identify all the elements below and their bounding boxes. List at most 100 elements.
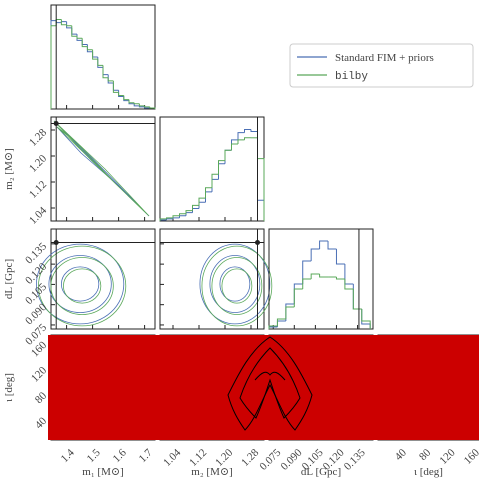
contour	[63, 269, 100, 303]
hist-step	[336, 277, 344, 279]
panel-frame	[269, 229, 373, 329]
hist-step	[294, 284, 302, 304]
hist-step	[67, 22, 72, 28]
hist-step	[119, 92, 124, 95]
hist-step	[251, 129, 258, 131]
x-axis-label: dL [Gpc]	[301, 466, 341, 478]
hist-step	[199, 202, 206, 208]
hist-step	[212, 179, 219, 191]
hist-step	[77, 36, 82, 38]
x-tick-label: 1.6	[111, 446, 130, 465]
page: {"chart_data": { "type": "corner", "seri…	[0, 0, 479, 481]
contour	[212, 258, 262, 315]
contour	[222, 269, 252, 303]
hist-step	[72, 26, 77, 36]
panel-frame	[51, 229, 155, 329]
y-tick-label: 80	[33, 389, 50, 406]
contour	[51, 258, 113, 315]
panel-frame	[51, 5, 155, 109]
hist-step	[277, 321, 285, 327]
hist-step	[258, 132, 265, 221]
hist-step	[93, 52, 98, 57]
hist-step	[232, 140, 239, 150]
hist-step	[103, 67, 108, 74]
hist-step	[180, 216, 187, 218]
hist-step	[145, 106, 150, 107]
x-tick-label: 1.5	[85, 446, 104, 465]
hist-step	[219, 164, 226, 180]
hist-step	[124, 95, 129, 99]
y-tick-label: 0.135	[23, 240, 49, 266]
hist-step	[362, 309, 370, 329]
y-tick-label: 1.04	[27, 204, 49, 226]
contour	[202, 246, 272, 326]
hist-step	[98, 59, 103, 65]
hist-step	[345, 264, 353, 284]
hist-step	[186, 211, 193, 214]
truth-marker	[54, 121, 59, 126]
hist-step	[193, 205, 200, 210]
hist-step	[103, 65, 108, 77]
y-tick-label: 40	[33, 415, 50, 432]
hist-step	[245, 129, 252, 132]
corner-plot: Standard FIM + priorsbilby 1.4 1.5 1.6 1.7 m…	[0, 0, 479, 481]
x-tick-label: 40	[393, 446, 410, 463]
hist-step	[286, 307, 294, 319]
redaction	[48, 335, 479, 440]
x-tick-label: 1.7	[137, 446, 156, 465]
hist-step	[336, 249, 344, 264]
x-tick-label: 120	[437, 446, 458, 467]
hist-step	[353, 289, 361, 309]
hist-step	[303, 279, 311, 289]
y-tick-label: 0.105	[23, 281, 49, 307]
y-axis-label: ι [deg]	[3, 373, 15, 402]
hist-step	[277, 319, 285, 326]
truth-marker	[54, 240, 59, 245]
truth-marker	[255, 240, 260, 245]
hist-step	[139, 104, 144, 106]
hist-step	[129, 100, 134, 103]
hist-step	[173, 218, 180, 219]
hist-step	[61, 20, 66, 25]
hist-step	[199, 198, 206, 205]
hist-step	[320, 241, 328, 249]
hist-step	[82, 38, 87, 46]
contour	[57, 127, 111, 179]
y-tick-label: 1.20	[27, 152, 49, 174]
x-tick-label: 0.075	[257, 446, 283, 472]
hist-step	[258, 138, 265, 221]
hist-step	[206, 192, 213, 202]
x-tick-label: 160	[462, 446, 479, 467]
hist-step	[56, 21, 61, 23]
hist-step	[238, 133, 245, 140]
hist-step	[328, 241, 336, 249]
hist-step	[87, 45, 92, 52]
hist-step	[225, 150, 232, 160]
hist-step	[225, 150, 232, 164]
x-tick-label: 80	[417, 446, 434, 463]
hist-step	[72, 28, 77, 34]
hist-step	[294, 289, 302, 307]
hist-step	[311, 249, 319, 261]
hist-step	[320, 274, 328, 277]
hist-step	[51, 21, 56, 109]
hist-step	[219, 161, 226, 175]
x-tick-label: 1.4	[59, 446, 78, 465]
hist-step	[193, 209, 200, 213]
x-tick-label: 1.04	[161, 446, 183, 468]
hist-step	[113, 83, 118, 90]
legend-label: bilby	[335, 71, 368, 83]
hist-step	[98, 57, 103, 67]
x-axis-label: m₂ [M⊙]	[191, 466, 232, 478]
hist-step	[186, 213, 193, 216]
y-tick-label: 1.12	[27, 179, 49, 201]
panel-frame	[160, 117, 264, 221]
y-tick-label: 1.28	[27, 126, 49, 148]
hist-step	[232, 144, 239, 150]
hist-step	[129, 101, 134, 104]
x-axis-label: ι [deg]	[414, 466, 443, 478]
y-axis-label: m₂ [M⊙]	[3, 148, 15, 189]
hist-step	[303, 261, 311, 284]
hist-step	[108, 78, 113, 81]
